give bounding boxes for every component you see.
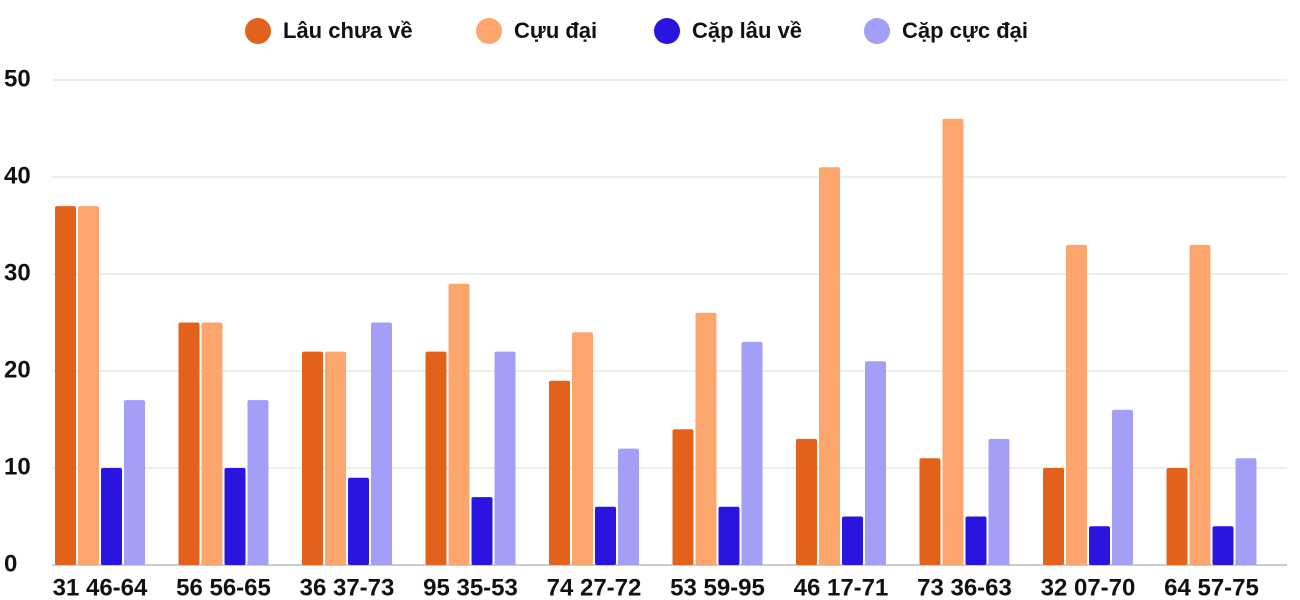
bar — [865, 361, 886, 565]
x-tick-label: 74 27-72 — [547, 574, 642, 600]
bar — [348, 477, 369, 565]
legend-label: Cặp lâu về — [692, 18, 802, 43]
bar — [988, 438, 1010, 565]
bar — [1043, 468, 1064, 565]
y-tick-label: 0 — [4, 550, 17, 577]
legend-label: Cựu đại — [514, 18, 597, 43]
x-tick-label: 32 07-70 — [1041, 574, 1136, 600]
bar — [325, 351, 346, 565]
bar — [101, 468, 122, 565]
bar — [371, 322, 392, 565]
y-tick-label: 30 — [4, 259, 31, 286]
bar — [425, 351, 447, 565]
x-tick-label: 95 35-53 — [423, 574, 518, 600]
bar — [124, 400, 145, 565]
bar — [572, 332, 593, 565]
legend-swatch — [864, 18, 890, 44]
bar — [224, 468, 246, 565]
legend-swatch — [245, 18, 271, 44]
bar — [842, 516, 863, 565]
bar — [1089, 526, 1110, 565]
bar — [1189, 244, 1211, 565]
x-tick-label: 36 37-73 — [300, 574, 395, 600]
x-tick-label: 56 56-65 — [176, 574, 271, 600]
x-tick-label: 53 59-95 — [670, 574, 765, 600]
bar — [471, 497, 493, 565]
bar — [494, 351, 516, 565]
bar — [741, 341, 763, 565]
bar — [1066, 244, 1087, 565]
bar — [595, 506, 616, 565]
legend-label: Lâu chưa về — [283, 18, 413, 43]
bar — [718, 506, 740, 565]
bar — [247, 400, 269, 565]
legend-label: Cặp cực đại — [902, 18, 1028, 43]
bar — [201, 322, 223, 565]
x-tick-label: 64 57-75 — [1164, 574, 1259, 600]
legend-swatch — [476, 18, 502, 44]
bar — [1166, 468, 1188, 565]
bar — [695, 312, 717, 565]
bar — [78, 206, 99, 565]
bar — [819, 167, 840, 566]
x-tick-label: 31 46-64 — [53, 574, 148, 600]
bar — [965, 516, 987, 565]
bar — [672, 429, 694, 565]
y-tick-label: 40 — [4, 162, 31, 189]
bar — [1112, 409, 1133, 565]
bar — [549, 380, 570, 565]
bar — [55, 206, 76, 565]
y-tick-label: 50 — [4, 65, 31, 92]
bar — [448, 283, 470, 565]
bar — [302, 351, 323, 565]
x-tick-label: 46 17-71 — [794, 574, 889, 600]
bar — [796, 438, 817, 565]
bar — [618, 448, 639, 565]
y-tick-label: 10 — [4, 453, 31, 480]
bar — [919, 458, 941, 565]
y-tick-label: 20 — [4, 356, 31, 383]
legend-swatch — [654, 18, 680, 44]
bar — [942, 118, 964, 566]
x-tick-label: 73 36-63 — [917, 574, 1012, 600]
bar — [1212, 526, 1234, 565]
bar — [1235, 458, 1257, 565]
bar — [178, 322, 200, 565]
